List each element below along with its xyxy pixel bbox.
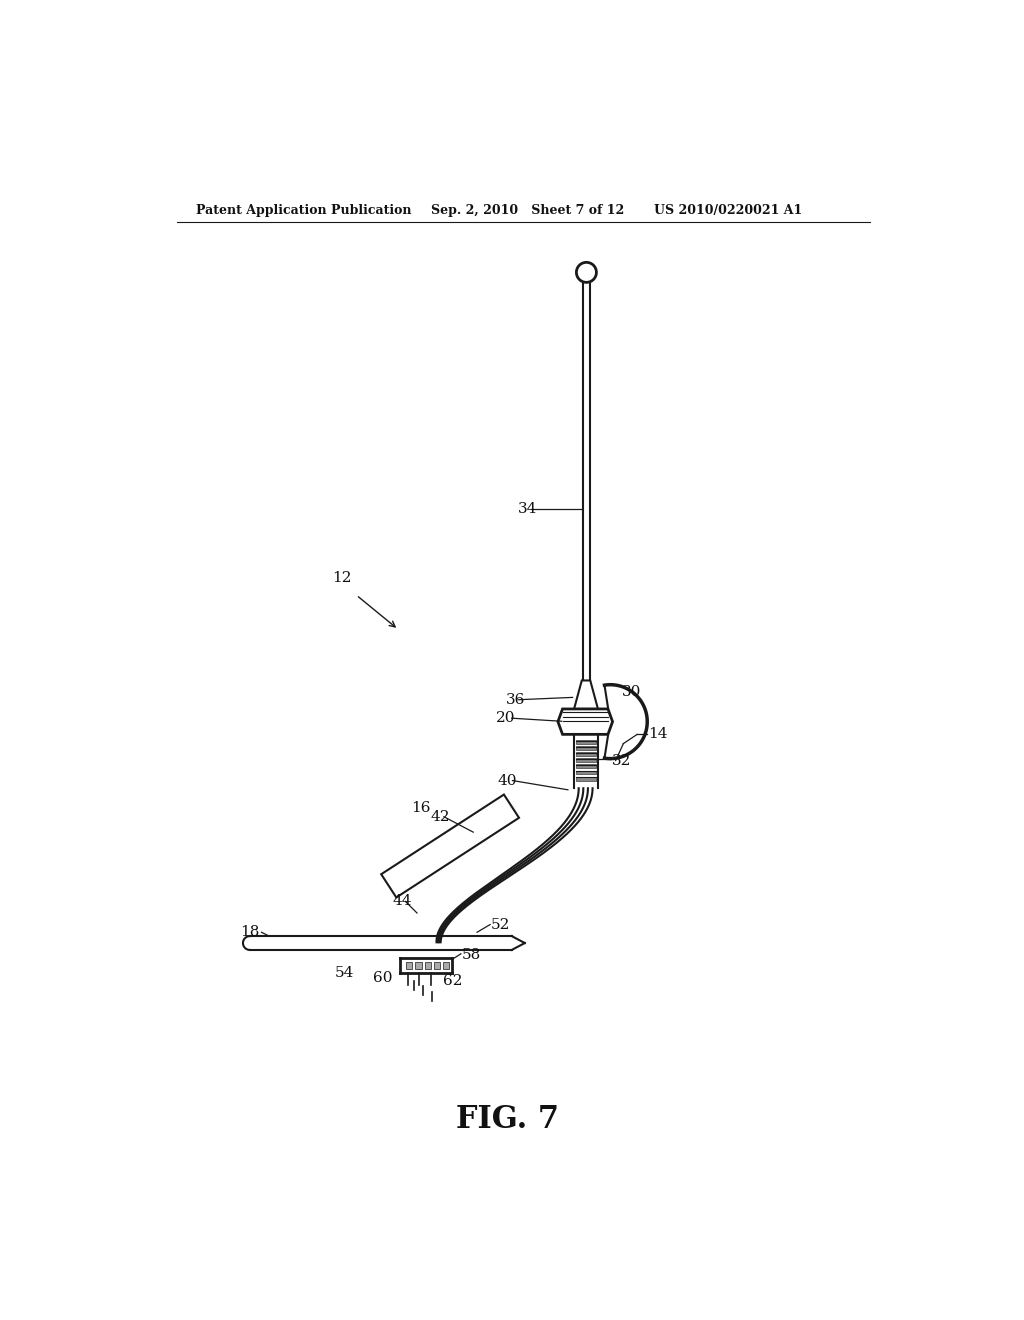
Text: FIG. 7: FIG. 7	[457, 1104, 559, 1135]
Polygon shape	[577, 752, 596, 756]
Text: 14: 14	[648, 727, 668, 742]
Polygon shape	[381, 795, 519, 898]
Text: Sep. 2, 2010   Sheet 7 of 12: Sep. 2, 2010 Sheet 7 of 12	[431, 205, 624, 218]
Polygon shape	[577, 746, 596, 750]
Polygon shape	[425, 961, 431, 969]
Text: 32: 32	[611, 754, 631, 768]
Text: 60: 60	[374, 972, 393, 986]
Text: 58: 58	[462, 948, 481, 962]
Text: Patent Application Publication: Patent Application Publication	[196, 205, 412, 218]
Circle shape	[577, 263, 596, 282]
Text: 18: 18	[241, 925, 260, 940]
Polygon shape	[407, 961, 413, 969]
Text: 52: 52	[490, 917, 510, 932]
Text: 34: 34	[518, 502, 538, 516]
Text: US 2010/0220021 A1: US 2010/0220021 A1	[654, 205, 803, 218]
Polygon shape	[577, 776, 596, 780]
Polygon shape	[577, 739, 596, 743]
Polygon shape	[577, 764, 596, 768]
Polygon shape	[558, 709, 612, 734]
Text: 54: 54	[335, 966, 354, 979]
Text: 30: 30	[622, 685, 641, 700]
Polygon shape	[416, 961, 422, 969]
Polygon shape	[574, 681, 598, 709]
Text: 42: 42	[431, 809, 451, 824]
Text: 62: 62	[442, 974, 462, 987]
Text: 40: 40	[498, 774, 517, 788]
Polygon shape	[434, 961, 440, 969]
Text: 36: 36	[506, 693, 525, 706]
Text: 20: 20	[497, 711, 516, 725]
Text: 16: 16	[412, 800, 431, 814]
Polygon shape	[577, 758, 596, 762]
Text: 12: 12	[333, 572, 352, 585]
Text: 44: 44	[392, 895, 412, 908]
Polygon shape	[577, 771, 596, 775]
Polygon shape	[443, 961, 450, 969]
